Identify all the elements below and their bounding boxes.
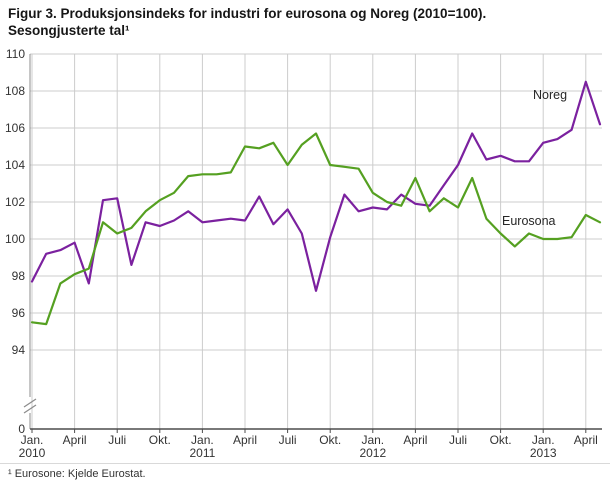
x-axis-tick-label: Jan. bbox=[21, 433, 44, 447]
x-axis-tick-label: April bbox=[403, 433, 427, 447]
x-axis-tick-label: Okt. bbox=[149, 433, 171, 447]
y-axis-tick-label: 106 bbox=[5, 121, 25, 135]
series-line-eurosona bbox=[30, 132, 602, 326]
x-axis-tick-label: Juli bbox=[279, 433, 297, 447]
x-axis-tick-label: April bbox=[63, 433, 87, 447]
y-axis-tick-label: 104 bbox=[5, 158, 25, 172]
x-axis-tick-label: Okt. bbox=[490, 433, 512, 447]
series-label-eurosona: Eurosona bbox=[502, 214, 556, 228]
series-label-noreg: Noreg bbox=[533, 88, 567, 102]
y-axis-tick-label: 98 bbox=[12, 269, 26, 283]
y-axis-tick-label: 108 bbox=[5, 84, 25, 98]
x-axis-year-label: 2011 bbox=[189, 446, 215, 460]
x-axis-tick-label: Juli bbox=[108, 433, 126, 447]
x-axis-tick-label: Jan. bbox=[361, 433, 384, 447]
x-axis-tick-label: April bbox=[574, 433, 598, 447]
x-axis-year-label: 2012 bbox=[359, 446, 386, 460]
axis-break-mark bbox=[23, 398, 37, 408]
chart-title-line1: Figur 3. Produksjonsindeks for industri … bbox=[8, 6, 487, 21]
x-axis-tick-label: Jan. bbox=[532, 433, 555, 447]
y-axis-zero-label: 0 bbox=[18, 422, 25, 436]
chart-title: Figur 3. Produksjonsindeks for industri … bbox=[0, 0, 610, 41]
series-line-noreg bbox=[30, 80, 602, 292]
x-axis-year-label: 2010 bbox=[19, 446, 46, 460]
footnote: ¹ Eurosone: Kjelde Eurostat. bbox=[0, 463, 610, 480]
y-axis-tick-label: 110 bbox=[6, 47, 25, 61]
chart-title-line2: Sesongjusterte tal¹ bbox=[8, 23, 130, 38]
y-axis-tick-label: 102 bbox=[5, 195, 25, 209]
x-axis-tick-label: Okt. bbox=[319, 433, 341, 447]
y-axis-tick-label: 96 bbox=[12, 306, 26, 320]
x-axis-year-label: 2013 bbox=[530, 446, 557, 460]
y-axis-tick-label: 94 bbox=[12, 343, 26, 357]
x-axis-tick-label: Juli bbox=[449, 433, 467, 447]
y-axis-tick-label: 100 bbox=[5, 232, 25, 246]
axis-break-mark bbox=[23, 404, 37, 414]
x-axis-tick-label: Jan. bbox=[191, 433, 214, 447]
x-axis-tick-label: April bbox=[233, 433, 257, 447]
